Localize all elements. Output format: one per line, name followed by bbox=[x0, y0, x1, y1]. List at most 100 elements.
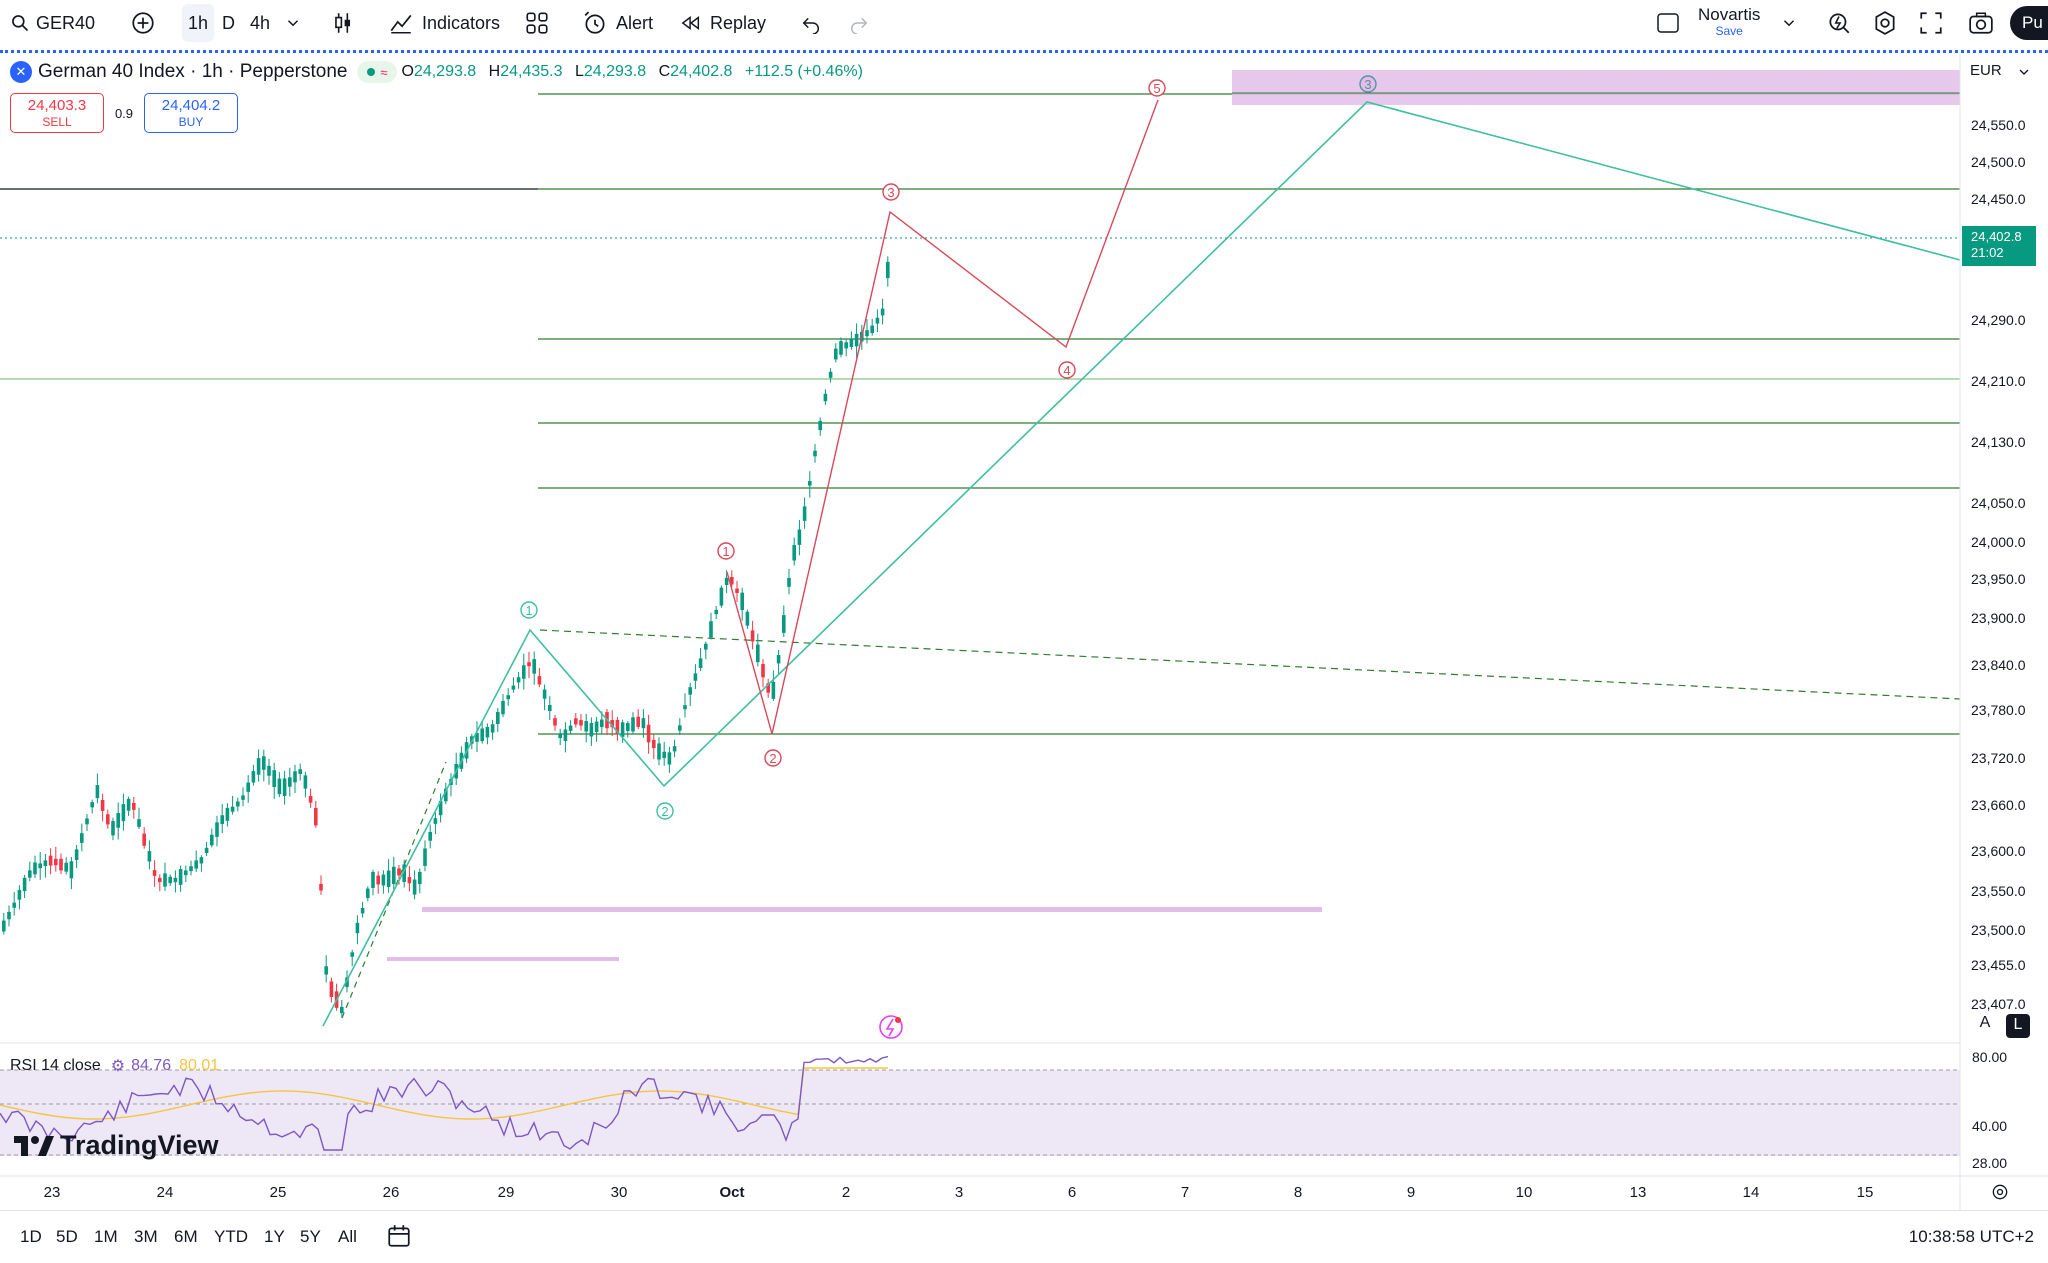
calendar-icon[interactable] bbox=[386, 1223, 412, 1249]
candle-body bbox=[319, 883, 323, 891]
undo-button[interactable] bbox=[800, 0, 822, 46]
redo-button[interactable] bbox=[848, 0, 870, 46]
candle-body bbox=[844, 342, 848, 349]
chart-type-button[interactable] bbox=[330, 0, 356, 46]
candle-body bbox=[74, 849, 79, 860]
candle-body bbox=[735, 588, 739, 593]
templates-button[interactable] bbox=[524, 0, 550, 46]
log-scale-button[interactable]: L bbox=[2006, 1014, 2030, 1038]
wave-path-green[interactable] bbox=[322, 101, 1961, 1027]
candle-body bbox=[314, 807, 318, 826]
chevron-down-icon bbox=[1783, 20, 1795, 27]
range-button-5d[interactable]: 5D bbox=[56, 1227, 78, 1246]
interval-dropdown[interactable] bbox=[284, 0, 302, 46]
symbol-label: GER40 bbox=[36, 12, 96, 33]
candle-body bbox=[594, 721, 599, 733]
candle-body bbox=[771, 681, 776, 699]
wave-label-red-1[interactable]: 1 bbox=[717, 542, 735, 560]
wave-path-red[interactable] bbox=[771, 99, 1159, 735]
price-chart[interactable]: 1 2 3 1 2 3 4 5 bbox=[0, 54, 2048, 1210]
snapshot-button[interactable] bbox=[1968, 0, 1994, 46]
svg-text:3: 3 bbox=[1364, 77, 1371, 92]
clock[interactable]: 10:38:58 UTC+2 bbox=[1908, 1227, 2034, 1246]
quick-search-button[interactable] bbox=[1826, 0, 1852, 46]
rsi-line bbox=[0, 1055, 889, 1151]
layout-menu[interactable]: Novartis Save bbox=[1698, 0, 1760, 46]
wave-label-red-3[interactable]: 3 bbox=[882, 183, 900, 201]
candle-body bbox=[126, 798, 131, 811]
wave-label-green-1[interactable]: 1 bbox=[520, 601, 538, 619]
symbol-search[interactable]: GER40 bbox=[10, 0, 95, 46]
chevron-down-icon bbox=[2019, 69, 2029, 75]
dashed-channel-line[interactable] bbox=[341, 761, 447, 1019]
range-button-6m[interactable]: 6M bbox=[174, 1227, 198, 1246]
wave-label-red-4[interactable]: 4 bbox=[1058, 361, 1076, 379]
time-tick-label: 2 bbox=[841, 1184, 851, 1201]
candle-body bbox=[230, 806, 235, 812]
sell-label: SELL bbox=[42, 115, 72, 129]
candle-body bbox=[158, 877, 162, 883]
publish-button[interactable]: Pu bbox=[2010, 6, 2048, 40]
candle-body bbox=[345, 977, 349, 988]
candle-body bbox=[724, 577, 729, 586]
candle-body bbox=[43, 860, 48, 867]
layout-status: Save bbox=[1715, 24, 1743, 38]
candle-body bbox=[241, 795, 245, 800]
layout-dropdown[interactable] bbox=[1780, 0, 1798, 46]
target-zone[interactable] bbox=[1232, 70, 1960, 105]
support-zone-1[interactable] bbox=[422, 907, 1322, 912]
fullscreen-icon bbox=[1920, 12, 1942, 34]
candle-body bbox=[678, 725, 682, 731]
range-button-1y[interactable]: 1Y bbox=[264, 1227, 285, 1246]
settings-button[interactable] bbox=[1872, 0, 1898, 46]
candle-body bbox=[80, 833, 84, 843]
buy-button[interactable]: 24,404.2 BUY bbox=[144, 93, 238, 133]
tradingview-logo[interactable]: TradingView bbox=[14, 1130, 219, 1161]
layout-checkbox[interactable] bbox=[1656, 0, 1680, 46]
replay-button[interactable]: Replay bbox=[680, 0, 766, 46]
candle-body bbox=[386, 870, 391, 888]
wave-label-green-3[interactable]: 3 bbox=[1359, 75, 1377, 93]
range-button-1d[interactable]: 1D bbox=[20, 1227, 42, 1246]
candle-body bbox=[272, 770, 276, 788]
range-button-1m[interactable]: 1M bbox=[94, 1227, 118, 1246]
alert-button[interactable]: Alert bbox=[582, 0, 653, 46]
rsi-settings-icon[interactable]: ⚙ bbox=[110, 1058, 126, 1075]
price-tick-label: 24,550.0 bbox=[1971, 117, 2026, 133]
lightning-event-icon[interactable] bbox=[879, 1015, 903, 1039]
candle-body bbox=[584, 721, 588, 732]
rsi-band bbox=[0, 1070, 1960, 1156]
fullscreen-button[interactable] bbox=[1918, 0, 1944, 46]
candle-body bbox=[246, 782, 250, 792]
range-button-3m[interactable]: 3M bbox=[134, 1227, 158, 1246]
range-button-all[interactable]: All bbox=[338, 1227, 357, 1246]
interval-1h[interactable]: 1h bbox=[182, 4, 215, 42]
candle-body bbox=[256, 758, 261, 775]
candle-body bbox=[90, 802, 94, 808]
support-zone-2[interactable] bbox=[387, 957, 619, 961]
time-axis-settings-icon[interactable] bbox=[1990, 1182, 2010, 1202]
trade-panel: 24,403.3 SELL 0.9 24,404.2 BUY bbox=[10, 93, 238, 133]
currency-selector[interactable]: EUR bbox=[1962, 58, 2040, 84]
indicators-button[interactable]: Indicators bbox=[388, 0, 500, 46]
interval-d[interactable]: D bbox=[222, 12, 235, 33]
wave-label-red-5[interactable]: 5 bbox=[1148, 79, 1166, 97]
wave-label-red-2[interactable]: 2 bbox=[764, 749, 782, 767]
price-tick-label: 24,210.0 bbox=[1971, 373, 2026, 389]
candle-body bbox=[225, 807, 230, 821]
candle-body bbox=[657, 743, 661, 760]
wave-label-green-2[interactable]: 2 bbox=[656, 802, 674, 820]
interval-4h[interactable]: 4h bbox=[250, 12, 271, 33]
compare-button[interactable] bbox=[130, 0, 156, 46]
top-dotted-line bbox=[0, 50, 2048, 53]
candle-body bbox=[163, 873, 167, 887]
candle-body bbox=[350, 952, 354, 957]
sell-button[interactable]: 24,403.3 SELL bbox=[10, 93, 104, 133]
range-button-ytd[interactable]: YTD bbox=[214, 1227, 248, 1246]
candle-body bbox=[813, 450, 817, 457]
candle-body bbox=[849, 338, 854, 347]
auto-scale-button[interactable]: A bbox=[1979, 1014, 1991, 1031]
dashed-trend-line[interactable] bbox=[539, 629, 1961, 700]
range-button-5y[interactable]: 5Y bbox=[300, 1227, 321, 1246]
candle-body bbox=[7, 911, 11, 920]
